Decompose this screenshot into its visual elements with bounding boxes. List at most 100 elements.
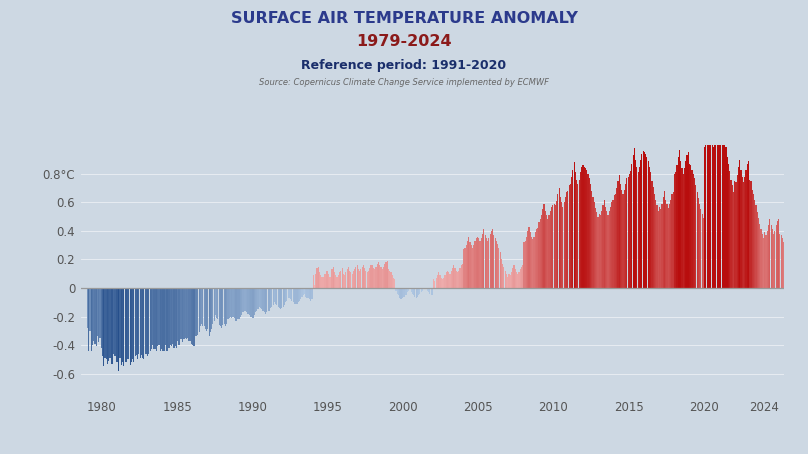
Bar bbox=[549, 211, 551, 288]
Bar bbox=[390, 272, 392, 288]
Bar bbox=[335, 275, 336, 288]
Bar bbox=[299, 288, 300, 301]
Bar bbox=[313, 275, 314, 288]
Bar bbox=[136, 288, 137, 355]
Bar bbox=[731, 185, 733, 288]
Bar bbox=[213, 288, 215, 321]
Bar bbox=[608, 211, 610, 288]
Bar bbox=[782, 238, 783, 288]
Bar bbox=[540, 219, 541, 288]
Bar bbox=[280, 288, 281, 309]
Bar bbox=[107, 288, 108, 364]
Bar bbox=[176, 288, 177, 348]
Bar bbox=[476, 238, 477, 288]
Bar bbox=[349, 271, 350, 288]
Bar bbox=[172, 288, 174, 344]
Bar bbox=[99, 288, 100, 338]
Bar bbox=[109, 288, 111, 358]
Bar bbox=[591, 191, 592, 288]
Bar bbox=[778, 219, 779, 288]
Bar bbox=[776, 221, 778, 288]
Bar bbox=[202, 288, 204, 326]
Bar bbox=[317, 268, 318, 288]
Bar bbox=[275, 288, 276, 304]
Bar bbox=[524, 241, 526, 288]
Bar bbox=[579, 179, 580, 288]
Bar bbox=[639, 167, 640, 288]
Bar bbox=[138, 288, 140, 354]
Bar bbox=[378, 262, 379, 288]
Bar bbox=[305, 288, 306, 296]
Bar bbox=[507, 276, 508, 288]
Bar bbox=[263, 288, 265, 312]
Bar bbox=[362, 266, 363, 288]
Bar bbox=[478, 238, 479, 288]
Bar bbox=[477, 237, 478, 288]
Text: 1979-2024: 1979-2024 bbox=[356, 34, 452, 49]
Bar bbox=[129, 288, 131, 365]
Bar bbox=[236, 288, 238, 321]
Bar bbox=[152, 288, 154, 345]
Bar bbox=[419, 288, 420, 294]
Bar bbox=[690, 165, 692, 288]
Bar bbox=[140, 288, 141, 358]
Bar bbox=[336, 276, 338, 288]
Bar bbox=[527, 231, 528, 288]
Bar bbox=[417, 288, 418, 296]
Bar bbox=[403, 288, 404, 296]
Bar bbox=[319, 272, 320, 288]
Bar bbox=[115, 288, 116, 356]
Bar bbox=[562, 207, 563, 288]
Bar bbox=[132, 288, 133, 359]
Bar bbox=[790, 269, 792, 288]
Bar bbox=[570, 184, 571, 288]
Bar bbox=[326, 271, 327, 288]
Bar bbox=[723, 134, 724, 288]
Bar bbox=[669, 204, 670, 288]
Bar bbox=[628, 177, 629, 288]
Bar bbox=[247, 288, 249, 314]
Bar bbox=[695, 185, 696, 288]
Bar bbox=[673, 192, 674, 288]
Bar bbox=[95, 288, 97, 346]
Bar bbox=[640, 159, 642, 288]
Bar bbox=[394, 279, 395, 288]
Bar bbox=[483, 229, 485, 288]
Bar bbox=[372, 268, 374, 288]
Bar bbox=[292, 288, 294, 302]
Bar bbox=[333, 266, 334, 288]
Bar bbox=[177, 288, 179, 341]
Bar bbox=[186, 288, 187, 339]
Bar bbox=[674, 174, 675, 288]
Bar bbox=[226, 288, 227, 324]
Bar bbox=[494, 238, 495, 288]
Bar bbox=[281, 288, 283, 308]
Bar bbox=[456, 271, 457, 288]
Bar bbox=[709, 117, 710, 288]
Bar bbox=[204, 288, 206, 329]
Bar bbox=[560, 197, 561, 288]
Bar bbox=[399, 288, 401, 298]
Bar bbox=[454, 268, 456, 288]
Bar bbox=[688, 153, 689, 288]
Bar bbox=[258, 288, 259, 309]
Bar bbox=[283, 288, 284, 306]
Bar bbox=[188, 288, 190, 341]
Bar bbox=[343, 274, 344, 288]
Bar bbox=[128, 288, 129, 359]
Bar bbox=[771, 225, 772, 288]
Bar bbox=[443, 278, 444, 288]
Bar bbox=[435, 281, 436, 288]
Bar bbox=[734, 181, 735, 288]
Bar bbox=[272, 288, 274, 305]
Bar bbox=[142, 288, 143, 358]
Bar bbox=[467, 241, 468, 288]
Bar bbox=[743, 183, 744, 288]
Bar bbox=[747, 164, 748, 288]
Bar bbox=[486, 238, 487, 288]
Bar bbox=[433, 279, 434, 288]
Bar bbox=[516, 272, 517, 288]
Bar bbox=[647, 161, 649, 288]
Bar bbox=[510, 275, 511, 288]
Bar bbox=[162, 288, 163, 351]
